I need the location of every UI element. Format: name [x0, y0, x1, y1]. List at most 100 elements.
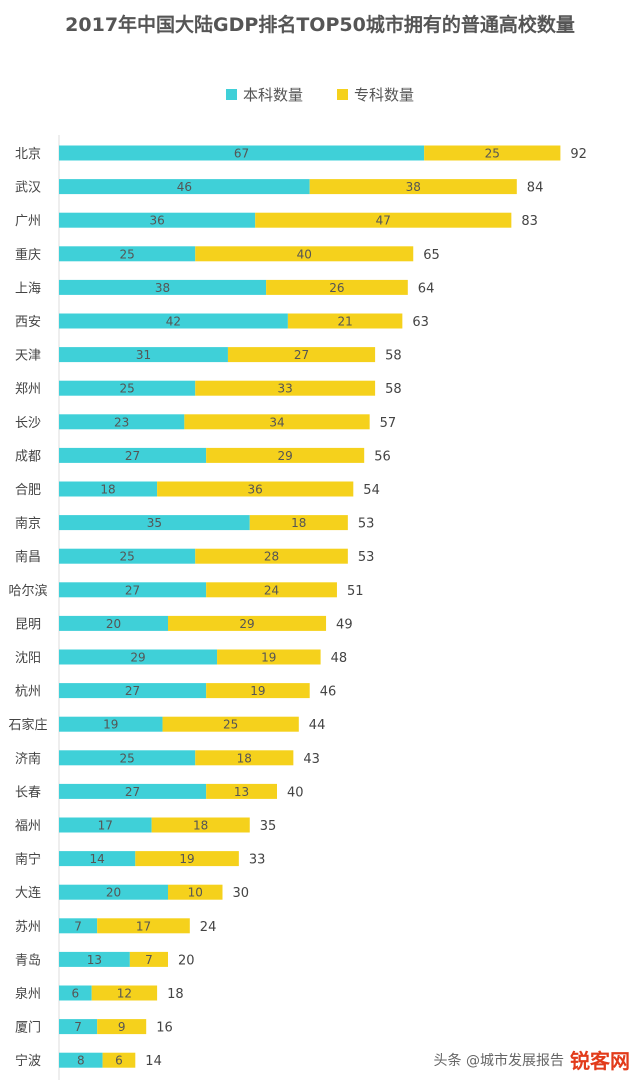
category-label: 武汉 — [15, 181, 41, 196]
data-label-undergrad: 42 — [166, 315, 181, 329]
data-label-undergrad: 7 — [74, 919, 82, 933]
bar-junior — [195, 380, 376, 396]
bar-undergrad — [59, 582, 207, 598]
data-label-undergrad: 27 — [125, 449, 140, 463]
data-label-junior: 7 — [145, 953, 153, 967]
bar-junior — [184, 414, 370, 430]
data-label-total: 63 — [412, 315, 429, 330]
data-label-undergrad: 25 — [119, 751, 134, 765]
bar-junior — [97, 1019, 147, 1035]
bar-undergrad — [59, 279, 267, 295]
bar-undergrad — [59, 548, 196, 564]
data-label-junior: 47 — [376, 214, 391, 228]
bar-junior — [102, 1052, 136, 1068]
data-label-junior: 28 — [264, 550, 279, 564]
bar-undergrad — [59, 750, 196, 766]
data-label-total: 49 — [336, 617, 353, 632]
bar-junior — [206, 447, 365, 463]
legend-label-undergrad: 本科数量 — [242, 86, 303, 104]
data-label-undergrad: 18 — [100, 483, 115, 497]
category-label: 济南 — [15, 751, 41, 767]
data-label-undergrad: 17 — [98, 819, 113, 833]
bar-junior — [195, 750, 294, 766]
data-label-junior: 19 — [179, 852, 194, 866]
bar-undergrad — [59, 380, 196, 396]
category-label: 广州 — [15, 214, 41, 229]
bar-junior — [135, 851, 239, 867]
data-label-junior: 10 — [188, 886, 203, 900]
data-label-total: 83 — [521, 214, 538, 229]
legend-item-junior: 专科数量 — [337, 84, 414, 105]
bar-undergrad — [59, 481, 158, 497]
bar-undergrad — [59, 951, 130, 967]
data-label-total: 18 — [167, 987, 184, 1002]
data-label-junior: 18 — [193, 819, 208, 833]
data-label-total: 30 — [233, 886, 250, 901]
data-label-total: 46 — [320, 685, 337, 700]
category-label: 郑州 — [15, 382, 41, 397]
category-label: 长沙 — [15, 416, 41, 431]
data-label-undergrad: 6 — [72, 987, 80, 1001]
category-label: 沈阳 — [15, 651, 41, 666]
bar-undergrad — [59, 347, 228, 363]
data-label-undergrad: 20 — [106, 886, 121, 900]
data-label-undergrad: 8 — [77, 1054, 85, 1068]
bar-undergrad — [59, 414, 185, 430]
data-label-total: 53 — [358, 517, 375, 532]
category-label: 苏州 — [15, 919, 41, 935]
data-label-junior: 36 — [248, 483, 263, 497]
data-label-junior: 12 — [117, 987, 132, 1001]
category-label: 大连 — [15, 885, 41, 901]
data-label-total: 54 — [363, 483, 380, 498]
data-label-undergrad: 27 — [125, 785, 140, 799]
legend-swatch-junior — [337, 89, 348, 100]
category-label: 南京 — [15, 516, 41, 532]
bar-junior — [157, 481, 354, 497]
data-label-total: 33 — [249, 853, 266, 868]
data-label-undergrad: 7 — [74, 1020, 82, 1034]
bar-undergrad — [59, 817, 152, 833]
data-label-junior: 18 — [291, 516, 306, 530]
bar-undergrad — [59, 985, 92, 1001]
data-label-junior: 9 — [118, 1020, 126, 1034]
legend-swatch-undergrad — [225, 89, 237, 100]
data-label-undergrad: 14 — [90, 852, 105, 866]
legend-label-junior: 专科数量 — [354, 86, 415, 104]
bar-junior — [206, 683, 310, 699]
bar-undergrad — [59, 179, 310, 195]
data-label-total: 92 — [570, 147, 587, 162]
data-label-total: 58 — [385, 349, 402, 364]
watermark: 头条 @城市发展报告 锐客网 — [434, 1045, 630, 1074]
bar-junior — [168, 615, 327, 631]
category-label: 上海 — [15, 281, 41, 296]
bar-junior — [249, 515, 348, 531]
data-label-undergrad: 67 — [234, 147, 249, 161]
bar-undergrad — [59, 918, 98, 934]
bar-undergrad — [59, 447, 207, 463]
bar-junior — [255, 212, 512, 228]
category-label: 重庆 — [15, 247, 41, 263]
data-label-undergrad: 27 — [125, 684, 140, 698]
bar-junior — [162, 716, 299, 732]
data-label-total: 16 — [156, 1021, 173, 1036]
category-label: 北京 — [15, 147, 41, 162]
bar-junior — [97, 918, 190, 934]
bar-undergrad — [59, 1052, 103, 1068]
data-label-junior: 24 — [264, 583, 279, 597]
data-label-undergrad: 35 — [147, 516, 162, 530]
data-label-total: 24 — [200, 920, 217, 935]
data-label-junior: 17 — [136, 919, 151, 933]
bar-junior — [206, 783, 277, 799]
data-label-undergrad: 38 — [155, 281, 170, 295]
category-label: 福州 — [15, 819, 41, 834]
data-label-junior: 27 — [294, 348, 309, 362]
bar-undergrad — [59, 716, 163, 732]
data-label-total: 44 — [309, 718, 326, 733]
bar-junior — [206, 582, 337, 598]
data-label-total: 48 — [331, 651, 348, 666]
data-label-undergrad: 36 — [149, 214, 164, 228]
category-label: 石家庄 — [8, 717, 47, 733]
bar-undergrad — [59, 615, 168, 631]
bar-junior — [168, 884, 223, 900]
